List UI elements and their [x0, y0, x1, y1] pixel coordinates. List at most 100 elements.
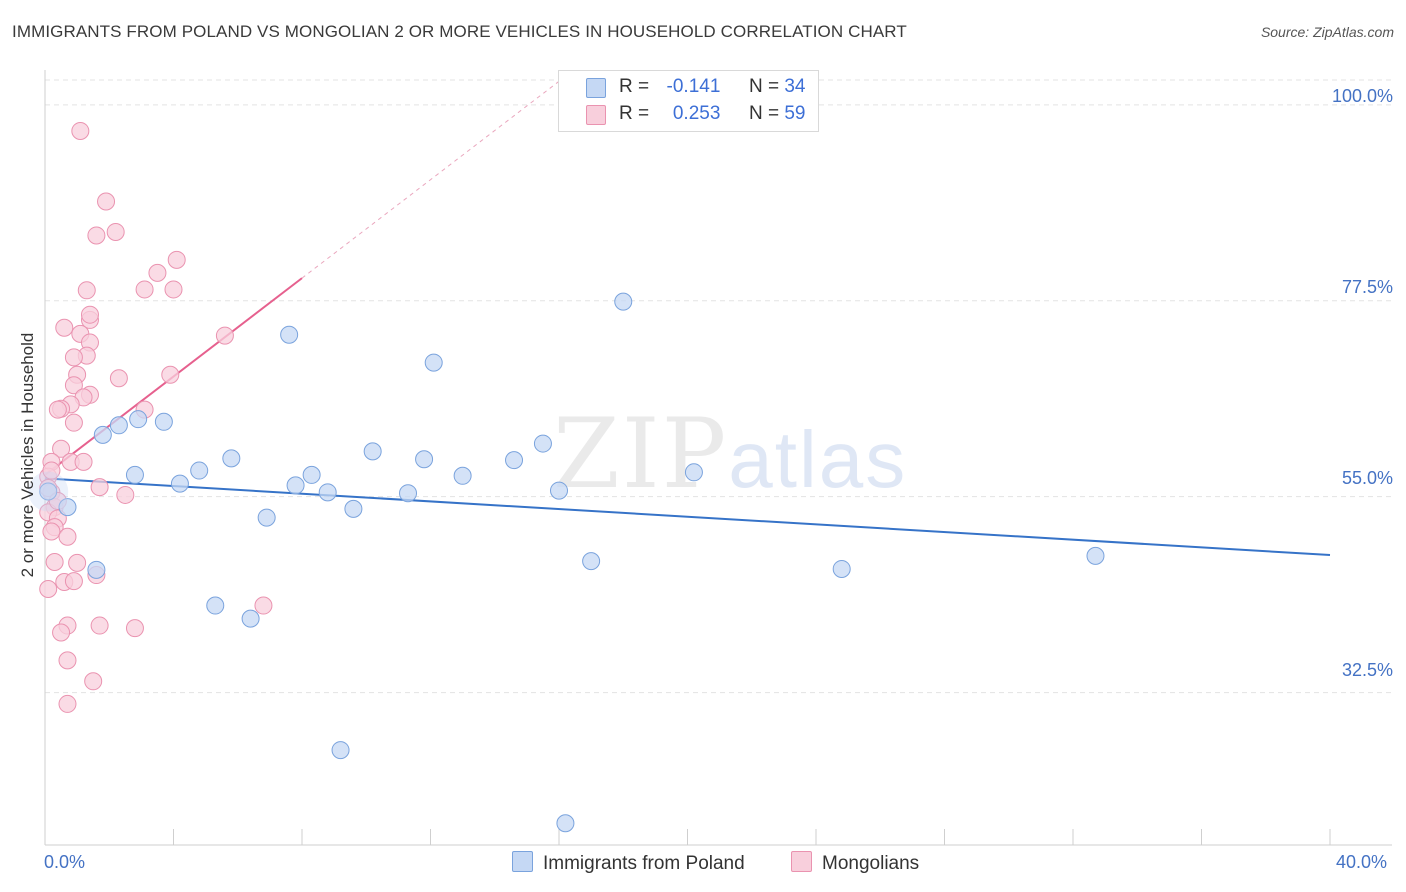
correlation-legend: R = -0.141 N = 34 R = 0.253 N = 59: [558, 70, 819, 132]
point-poland-1: [58, 498, 77, 517]
legend-r-value: -0.141: [666, 76, 721, 97]
bottom-legend-swatch-pink: [791, 851, 812, 872]
grid-lines: [45, 79, 1392, 694]
point-poland-25: [505, 451, 524, 470]
point-poland-24: [453, 466, 472, 485]
bottom-legend-poland: Immigrants from Poland: [512, 851, 745, 875]
point-poland-30: [614, 292, 633, 311]
point-poland-6: [129, 410, 148, 429]
legend-n-value: 59: [784, 103, 806, 124]
point-mongolians-6: [135, 280, 154, 299]
point-poland-14: [280, 325, 299, 344]
series-immigrants-from-poland: [28, 292, 1105, 833]
source-label: Source: ZipAtlas.com: [1260, 24, 1394, 40]
point-poland-22: [415, 450, 434, 469]
point-poland-23: [424, 353, 443, 372]
y-axis-label: 2 or more Vehicles in Household: [18, 332, 37, 578]
series-mongolians: [39, 121, 273, 713]
point-mongolians-54: [84, 672, 103, 691]
point-poland-0: [39, 482, 58, 501]
point-poland-13: [257, 508, 276, 527]
point-mongolians-4: [148, 263, 167, 282]
point-poland-31: [684, 463, 703, 482]
point-mongolians-55: [58, 694, 77, 713]
point-poland-11: [222, 449, 241, 468]
point-mongolians-33: [90, 478, 109, 497]
point-mongolians-14: [215, 326, 234, 345]
point-mongolians-53: [58, 651, 77, 670]
trend-line-poland: [44, 477, 1331, 557]
point-poland-18: [331, 741, 350, 760]
y-tick-label-55: 55.0%: [1341, 468, 1393, 488]
legend-r-label: R =: [619, 103, 650, 124]
bottom-legend-label: Mongolians: [822, 853, 920, 874]
point-poland-16: [302, 465, 321, 484]
point-poland-7: [154, 412, 173, 431]
point-mongolians-48: [254, 596, 273, 615]
point-mongolians-0: [71, 121, 90, 140]
point-mongolians-20: [64, 376, 83, 395]
point-poland-15: [286, 476, 305, 495]
point-mongolians-2: [87, 226, 106, 245]
point-poland-29: [582, 552, 601, 571]
point-mongolians-57: [42, 461, 61, 480]
legend-r-label: R =: [619, 76, 650, 97]
point-mongolians-16: [64, 348, 83, 367]
bottom-legend-label: Immigrants from Poland: [543, 853, 745, 874]
legend-swatch-pink: [586, 105, 606, 125]
point-mongolians-8: [77, 281, 96, 300]
watermark-zip: ZIP: [553, 398, 729, 510]
point-mongolians-42: [45, 552, 64, 571]
x-tick-label-max: 40.0%: [1336, 852, 1388, 872]
point-mongolians-31: [74, 452, 93, 471]
point-poland-cluster: [28, 471, 69, 512]
point-poland-33: [1086, 546, 1105, 565]
bottom-legend-mongolians: Mongolians: [791, 851, 919, 875]
point-poland-8: [170, 474, 189, 493]
bottom-legend-swatch-blue: [512, 851, 533, 872]
y-tick-label-77-5: 77.5%: [1341, 277, 1393, 297]
x-tick-label-min: 0.0%: [44, 852, 86, 872]
point-poland-2: [87, 560, 106, 579]
point-mongolians-7: [164, 280, 183, 299]
point-mongolians-35: [116, 485, 135, 504]
point-poland-26: [533, 434, 552, 453]
chart-title: IMMIGRANTS FROM POLAND VS MONGOLIAN 2 OR…: [12, 22, 907, 41]
legend-n-label: N =: [748, 76, 780, 97]
watermark-atlas: atlas: [728, 415, 908, 504]
point-mongolians-51: [125, 619, 144, 638]
trend-lines: [44, 80, 1331, 557]
watermark: ZIPatlas: [553, 398, 907, 510]
point-mongolians-28: [52, 439, 71, 458]
point-poland-9: [190, 461, 209, 480]
point-poland-20: [363, 442, 382, 461]
point-mongolians-50: [90, 616, 109, 635]
point-mongolians-41: [58, 527, 77, 546]
legend-r-value: 0.253: [672, 103, 721, 124]
point-mongolians-43: [68, 553, 87, 572]
point-mongolians-11: [55, 318, 74, 337]
point-mongolians-18: [109, 369, 128, 388]
point-mongolians-19: [161, 365, 180, 384]
point-poland-17: [318, 483, 337, 502]
point-poland-12: [241, 609, 260, 628]
point-poland-5: [125, 465, 144, 484]
point-poland-10: [206, 596, 225, 615]
point-poland-21: [399, 484, 418, 503]
y-tick-label-32-5: 32.5%: [1341, 660, 1393, 680]
point-mongolians-5: [167, 250, 186, 269]
point-mongolians-25: [48, 400, 67, 419]
point-mongolians-1: [97, 192, 116, 211]
point-poland-32: [832, 559, 851, 578]
point-mongolians-47: [39, 579, 58, 598]
y-tick-label-100: 100.0%: [1331, 86, 1393, 106]
point-mongolians-27: [64, 413, 83, 432]
trend-line-mongolians-extrapolated: [301, 80, 560, 279]
point-mongolians-52: [52, 623, 71, 642]
point-mongolians-10: [80, 305, 99, 324]
axes: [44, 70, 1392, 846]
legend-n-label: N =: [748, 103, 780, 124]
legend-n-value: 34: [784, 76, 806, 97]
point-mongolians-45: [64, 572, 83, 591]
point-poland-3: [93, 425, 112, 444]
